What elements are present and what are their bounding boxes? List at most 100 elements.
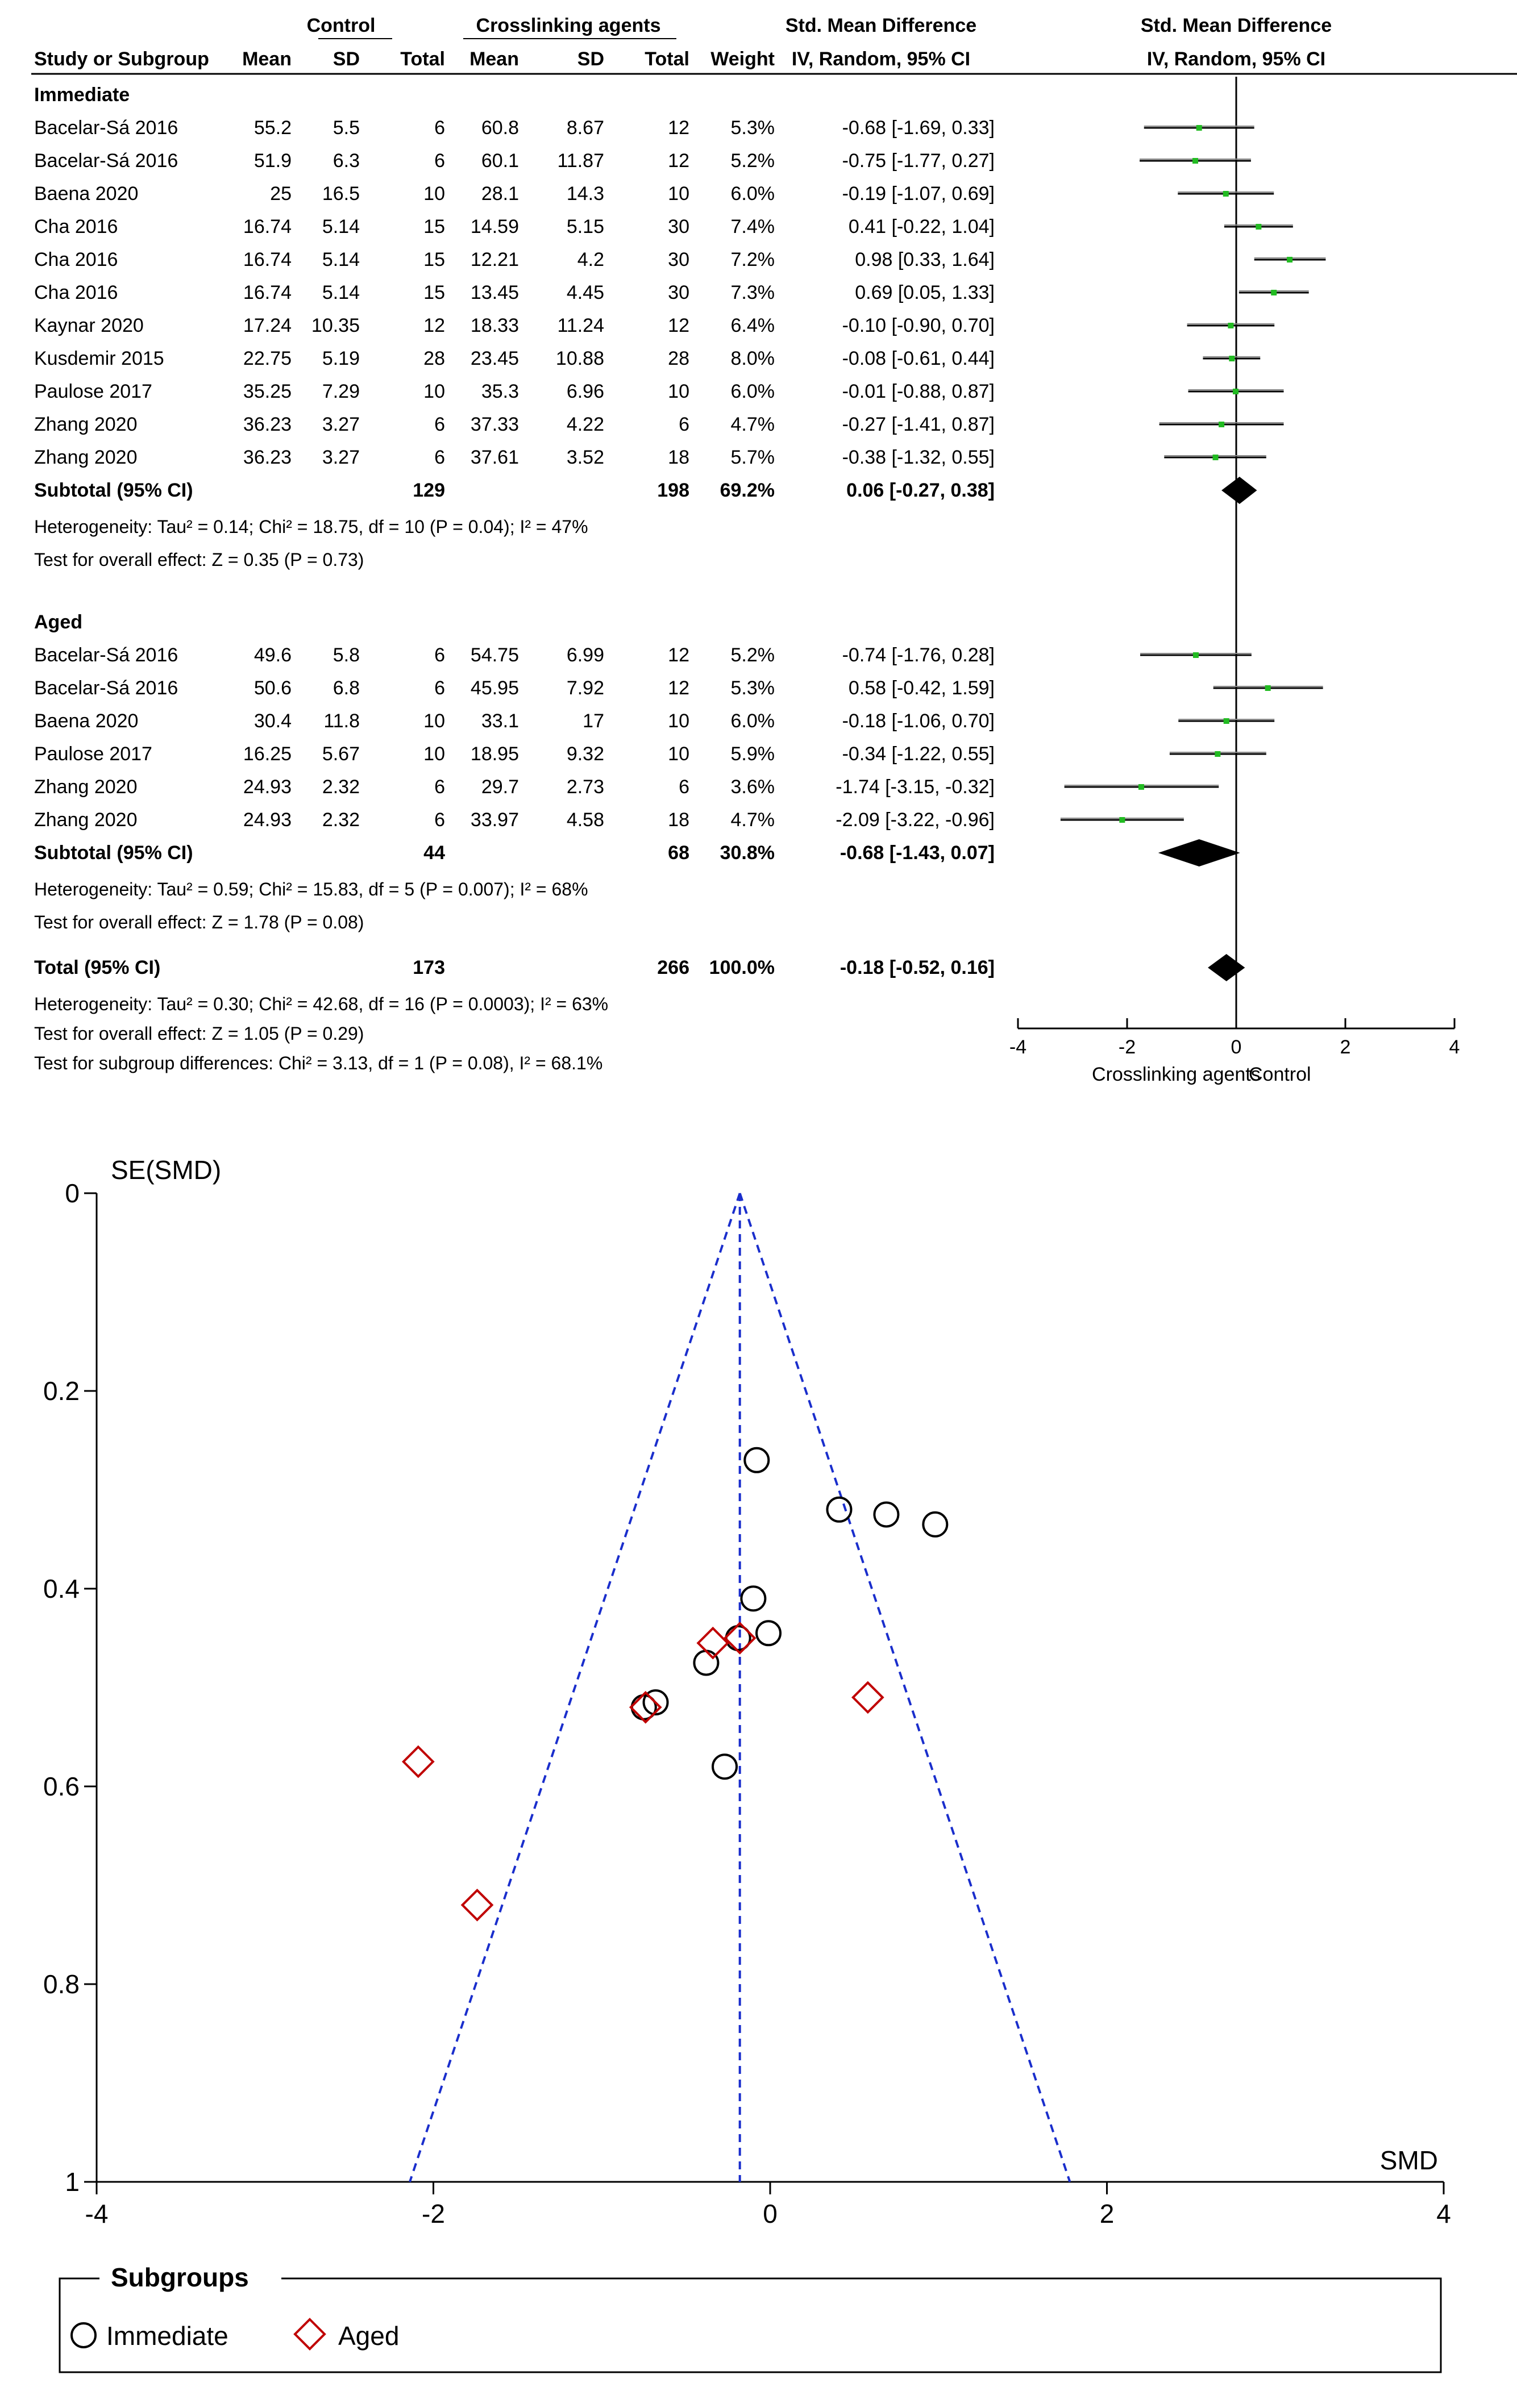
table-row: Kusdemir 2015 22.75 5.19 28 23.45 10.88 28 8.0%… — [34, 348, 995, 369]
study-name: Bacelar-Sá 2016 — [34, 677, 178, 699]
cell-e-total: 10 — [668, 743, 689, 765]
heterogeneity-text: Heterogeneity: Tau² = 0.59; Chi² = 15.83… — [34, 879, 588, 899]
cell-weight: 5.9% — [731, 743, 775, 765]
cell-ci: -0.08 [-0.61, 0.44] — [842, 348, 995, 369]
study-name: Paulose 2017 — [34, 381, 152, 402]
funnel-point-aged — [402, 1745, 435, 1778]
funnel-right-limit — [738, 1193, 1071, 2182]
study-name: Bacelar-Sá 2016 — [34, 644, 178, 666]
summary-diamond — [1221, 477, 1257, 504]
cell-weight: 6.0% — [731, 710, 775, 732]
cell-c-sd: 6.3 — [333, 150, 360, 172]
funnel-x-tick-label: -4 — [85, 2199, 109, 2228]
cell-e-mean: 54.75 — [471, 644, 519, 666]
cell-ci: -0.34 [-1.22, 0.55] — [842, 743, 995, 765]
funnel-point-immediate — [826, 1496, 853, 1523]
cell-c-sd: 10.35 — [311, 315, 360, 336]
cell-c-total: 6 — [434, 677, 445, 699]
cell-c-total: 10 — [423, 183, 445, 205]
cell-weight: 6.0% — [731, 183, 775, 205]
cell-c-mean: 51.9 — [254, 150, 292, 172]
cell-c-mean: 49.6 — [254, 644, 292, 666]
study-name: Cha 2016 — [34, 282, 118, 303]
cell-e-total: 10 — [668, 183, 689, 205]
point-estimate — [1192, 158, 1198, 164]
table-row: Zhang 2020 24.93 2.32 6 29.7 2.73 6 3.6% -1.74 [… — [34, 776, 995, 798]
study-name: Baena 2020 — [34, 710, 138, 732]
cell-weight: 5.2% — [731, 644, 775, 666]
cell-c-total: 6 — [434, 776, 445, 798]
cell-c-total: 28 — [423, 348, 445, 369]
cell-c-sd: 6.8 — [333, 677, 360, 699]
table-row: Cha 2016 16.74 5.14 15 14.59 5.15 30 7.4% 0.41 [… — [34, 216, 995, 238]
cell-e-mean: 33.97 — [471, 809, 519, 831]
study-name: Zhang 2020 — [34, 414, 138, 435]
table-row: Zhang 2020 24.93 2.32 6 33.97 4.58 18 4.7% -2.09… — [34, 809, 995, 831]
table-row: Baena 2020 30.4 11.8 10 33.1 17 10 6.0% -0.18 [-… — [34, 710, 995, 732]
cell-e-mean: 37.61 — [471, 447, 519, 468]
total-label: Total (95% CI) — [34, 957, 160, 978]
point-estimate — [1119, 817, 1125, 823]
col-exp-sd: SD — [577, 48, 604, 70]
cell-e-total: 6 — [679, 414, 689, 435]
study-name: Kusdemir 2015 — [34, 348, 164, 369]
cell-e-mean: 35.3 — [481, 381, 519, 402]
cell-c-total: 6 — [434, 150, 445, 172]
cell-weight: 6.4% — [731, 315, 775, 336]
cell-c-total: 10 — [423, 743, 445, 765]
cell-e-mean: 45.95 — [471, 677, 519, 699]
cell-c-sd: 2.32 — [322, 776, 360, 798]
cell-c-mean: 25 — [270, 183, 292, 205]
table-row: Bacelar-Sá 2016 51.9 6.3 6 60.1 11.87 12 5.2% -0… — [34, 150, 995, 172]
col-ci-plot: IV, Random, 95% CI — [1147, 48, 1325, 70]
cell-e-mean: 29.7 — [481, 776, 519, 798]
funnel-point-immediate — [693, 1649, 720, 1676]
cell-e-sd: 3.52 — [567, 447, 604, 468]
point-estimate — [1138, 784, 1144, 790]
cell-c-mean: 30.4 — [254, 710, 292, 732]
cell-c-sd: 5.14 — [322, 249, 360, 270]
cell-c-mean: 16.74 — [243, 282, 292, 303]
heterogeneity-text: Heterogeneity: Tau² = 0.14; Chi² = 18.75… — [34, 516, 588, 537]
study-name: Paulose 2017 — [34, 743, 152, 765]
forest-table: Immediate Bacelar-Sá 2016 55.2 5.5 6 60.8 8.67… — [34, 84, 995, 1073]
subtotal-exp-total: 68 — [668, 842, 689, 864]
cell-c-total: 12 — [423, 315, 445, 336]
funnel-x-label: SMD — [1380, 2145, 1438, 2175]
funnel-point-immediate — [712, 1753, 738, 1780]
point-estimate — [1223, 191, 1229, 197]
study-name: Cha 2016 — [34, 216, 118, 238]
cell-e-sd: 6.99 — [567, 644, 604, 666]
study-name: Zhang 2020 — [34, 809, 138, 831]
cell-c-sd: 3.27 — [322, 414, 360, 435]
point-estimate — [1271, 290, 1277, 295]
cell-e-total: 12 — [668, 644, 689, 666]
study-name: Kaynar 2020 — [34, 315, 144, 336]
funnel-plot: 0 0.2 0.4 0.6 0.8 1-4 -2 0 2 4 SE(SMD) SMD Subgroups… — [43, 1155, 1451, 2373]
cell-ci: -0.75 [-1.77, 0.27] — [842, 150, 995, 172]
cell-weight: 7.3% — [731, 282, 775, 303]
funnel-point-immediate — [755, 1620, 782, 1647]
cell-e-sd: 17 — [583, 710, 604, 732]
forest-x-tick-label: -4 — [1009, 1036, 1026, 1058]
cell-e-mean: 28.1 — [481, 183, 519, 205]
cell-c-sd: 7.29 — [322, 381, 360, 402]
cell-c-sd: 16.5 — [322, 183, 360, 205]
legend-diamond-icon — [293, 2318, 326, 2351]
total-ci: -0.18 [-0.52, 0.16] — [840, 957, 995, 978]
cell-c-sd: 5.67 — [322, 743, 360, 765]
subtotal-ci: -0.68 [-1.43, 0.07] — [840, 842, 995, 864]
subgroup-title: Immediate — [34, 84, 130, 106]
cell-e-total: 18 — [668, 447, 689, 468]
funnel-point-immediate — [743, 1447, 770, 1473]
cell-ci: 0.58 [-0.42, 1.59] — [849, 677, 995, 699]
subtotal-control-total: 129 — [413, 480, 445, 501]
study-name: Bacelar-Sá 2016 — [34, 117, 178, 139]
cell-weight: 4.7% — [731, 414, 775, 435]
cell-weight: 7.2% — [731, 249, 775, 270]
funnel-y-tick-label: 0.2 — [43, 1376, 80, 1406]
cell-e-mean: 13.45 — [471, 282, 519, 303]
forest-axis-right-label: Control — [1249, 1064, 1311, 1085]
funnel-y-tick-label: 0 — [65, 1178, 80, 1208]
